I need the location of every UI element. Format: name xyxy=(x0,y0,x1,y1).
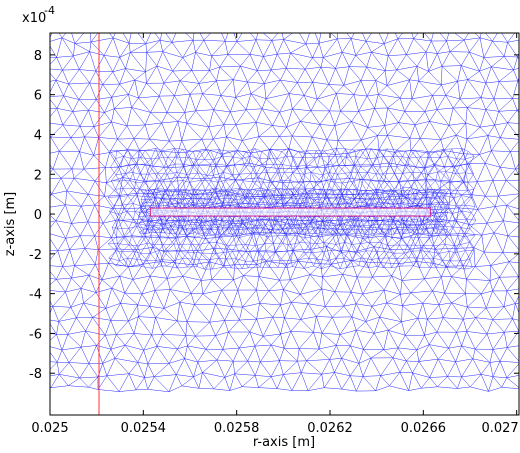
region xyxy=(149,207,431,217)
x-axis-label: r-axis [m] xyxy=(253,435,315,450)
y-tick-label: 0 xyxy=(34,208,42,223)
x-tick-label: 0.0266 xyxy=(401,421,447,436)
x-tick-label: 0.0262 xyxy=(307,421,353,436)
y-tick-label: 8 xyxy=(34,49,42,64)
y-axis-label: z-axis [m] xyxy=(3,192,18,257)
x-tick-label: 0.025 xyxy=(31,421,68,436)
x-tick-label: 0.0254 xyxy=(121,421,167,436)
y-tick-label: 2 xyxy=(34,168,42,183)
y-tick-label: 4 xyxy=(34,128,42,143)
y-tick-label: -6 xyxy=(29,327,42,342)
mesh xyxy=(50,33,519,393)
y-tick-label: 6 xyxy=(34,89,42,104)
y-tick-label: -8 xyxy=(29,367,42,382)
exponent-power: -4 xyxy=(44,4,55,17)
x-tick-label: 0.0258 xyxy=(214,421,260,436)
y-tick-label: -2 xyxy=(29,248,42,263)
x-tick-label: 0.027 xyxy=(481,421,518,436)
axes-box xyxy=(49,32,520,416)
plot-area xyxy=(50,33,519,415)
y-tick-label: -4 xyxy=(29,288,42,303)
exponent-base: x10 xyxy=(22,11,46,26)
